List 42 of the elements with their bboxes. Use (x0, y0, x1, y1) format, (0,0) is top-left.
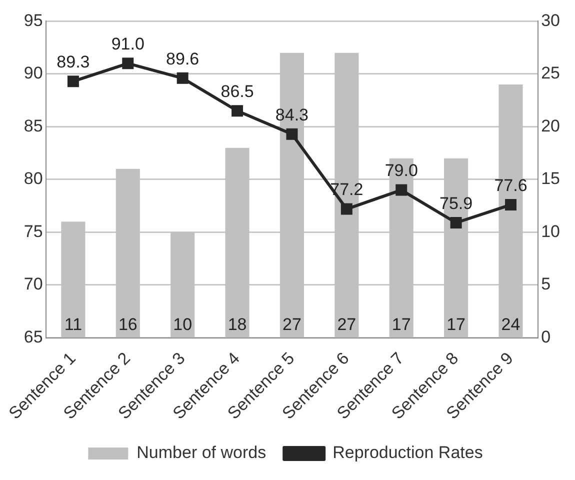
data-label: 84.3 (275, 105, 309, 124)
y-tick-label: 70 (24, 274, 43, 294)
data-label: 89.3 (56, 52, 90, 72)
point (176, 72, 188, 84)
legend-label: Number of words (136, 443, 266, 462)
data-label: 17 (392, 314, 411, 334)
data-label: 16 (118, 314, 138, 334)
point (122, 58, 134, 70)
y2-tick-label: 30 (541, 10, 560, 30)
y2-tick-label: 20 (541, 116, 560, 136)
y-tick-label: 75 (24, 222, 43, 241)
y2-tick-label: 25 (541, 64, 560, 83)
point (396, 184, 408, 196)
y2-tick-label: 0 (541, 327, 551, 346)
point (340, 203, 352, 215)
data-label: 89.6 (166, 49, 200, 68)
point (286, 128, 298, 140)
data-label: 86.5 (220, 82, 254, 102)
point (450, 217, 462, 228)
y2-tick-label: 10 (541, 222, 560, 241)
y2-tick-label: 5 (541, 274, 551, 294)
data-label: 27 (282, 314, 302, 334)
y-tick-label: 90 (24, 64, 43, 83)
point (232, 105, 244, 117)
y-tick-label: 80 (24, 169, 43, 188)
data-label: 17 (446, 314, 466, 334)
data-label: 11 (64, 314, 82, 334)
data-label: 24 (501, 314, 520, 334)
data-label: 91.0 (111, 34, 144, 54)
point (67, 76, 79, 88)
y-tick-label: 95 (24, 10, 43, 30)
data-label: 27 (337, 314, 356, 334)
y-tick-label: 85 (24, 116, 43, 136)
y-tick-label: 65 (24, 327, 43, 346)
data-label: 75.9 (440, 194, 473, 213)
legend-label: Reproduction Rates (332, 443, 483, 462)
data-label: 77.6 (494, 176, 528, 195)
data-label: 10 (173, 314, 192, 334)
point (505, 199, 516, 211)
data-label: 79.0 (384, 161, 418, 180)
y2-tick-label: 15 (541, 169, 560, 188)
data-label: 18 (228, 314, 247, 334)
